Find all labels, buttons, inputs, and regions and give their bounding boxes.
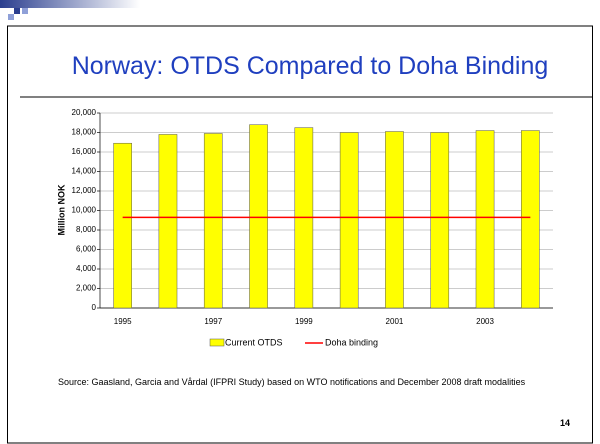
bar bbox=[113, 142, 132, 309]
bar bbox=[249, 124, 268, 309]
y-tick-label: 12,000 bbox=[72, 186, 97, 195]
legend-label: Doha binding bbox=[325, 337, 378, 347]
bar bbox=[430, 132, 450, 309]
x-tick-label: 1995 bbox=[114, 317, 132, 326]
y-axis-label: Million NOK bbox=[56, 184, 66, 235]
x-tick-label: 1999 bbox=[295, 317, 313, 326]
y-tick-label: 18,000 bbox=[72, 128, 97, 137]
y-tick-label: 0 bbox=[92, 303, 97, 312]
x-tick-label: 2003 bbox=[476, 317, 494, 326]
legend-swatch bbox=[209, 338, 225, 347]
header-bar bbox=[0, 0, 140, 8]
y-tick-label: 2,000 bbox=[76, 284, 97, 293]
bar bbox=[339, 132, 359, 309]
slide-border bbox=[7, 25, 593, 444]
deco-square bbox=[22, 8, 28, 14]
deco-square bbox=[8, 14, 14, 20]
y-tick-label: 20,000 bbox=[72, 108, 97, 117]
x-tick-label: 2001 bbox=[386, 317, 404, 326]
x-tick-label: 1997 bbox=[204, 317, 222, 326]
y-tick-label: 14,000 bbox=[72, 167, 97, 176]
bar bbox=[521, 130, 540, 309]
bar bbox=[475, 130, 495, 309]
deco-square bbox=[14, 8, 20, 14]
page-number: 14 bbox=[560, 418, 571, 428]
bar bbox=[158, 134, 178, 309]
bar bbox=[203, 133, 223, 309]
bar bbox=[385, 131, 404, 309]
y-tick-label: 6,000 bbox=[76, 245, 97, 254]
slide-title: Norway: OTDS Compared to Doha Binding bbox=[71, 52, 549, 80]
source-note: Source: Gaasland, Garcia and Vårdal (IFP… bbox=[58, 377, 526, 387]
y-tick-label: 16,000 bbox=[72, 147, 97, 156]
y-tick-label: 8,000 bbox=[76, 225, 97, 234]
legend-label: Current OTDS bbox=[225, 337, 283, 347]
y-tick-label: 4,000 bbox=[76, 264, 97, 273]
y-tick-label: 10,000 bbox=[72, 206, 97, 215]
